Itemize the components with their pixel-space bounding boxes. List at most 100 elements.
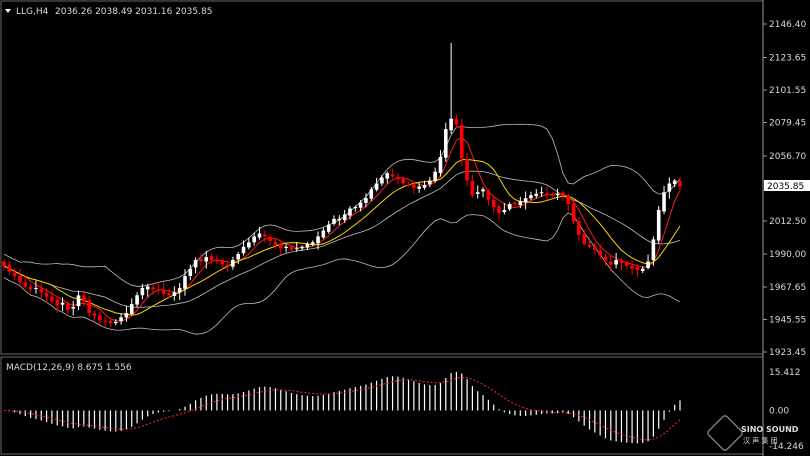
candle-body (348, 208, 352, 216)
candle-body (555, 193, 560, 196)
candle-body (161, 289, 166, 294)
candle-body (406, 184, 411, 186)
price-tick-label: 2012.50 (769, 217, 806, 227)
candle-body (428, 180, 432, 185)
candle-body (640, 268, 645, 271)
candle-body (433, 171, 437, 181)
candle-body (23, 282, 28, 287)
candle-body (672, 180, 677, 185)
macd-tick-label: 0.00 (769, 406, 789, 416)
candle-body (300, 246, 304, 249)
candle-body (481, 189, 485, 192)
macd-axis: 15.412 0.00 -14.246 (769, 368, 804, 452)
candle-body (667, 183, 672, 192)
macd-label: MACD(12,26,9) 8.675 1.556 (6, 363, 132, 373)
candle-body (523, 198, 528, 203)
price-tick-label: 2146.40 (769, 20, 806, 30)
candle-body (55, 299, 60, 306)
candle-body (193, 259, 198, 268)
candle-body (108, 321, 113, 324)
candle-body (443, 129, 448, 158)
candle-body (507, 204, 512, 210)
candle-body (140, 287, 145, 296)
candle-body (417, 186, 421, 189)
candle-body (401, 178, 406, 184)
watermark-sub: 汉 声 集 团 (743, 436, 778, 445)
ohlc-values: 2036.26 2038.49 2031.16 2035.85 (55, 7, 212, 17)
candle-body (305, 243, 310, 248)
candle-body (76, 295, 81, 307)
candle-body (247, 242, 251, 248)
candle-body (656, 209, 661, 241)
candle-body (422, 184, 427, 188)
candle-body (459, 124, 464, 159)
candle-body (342, 214, 347, 220)
candle-body (550, 194, 555, 196)
candle-body (87, 299, 91, 313)
candle-body (225, 264, 230, 266)
candle-body (624, 261, 629, 266)
candle-body (545, 193, 549, 195)
candle-body (34, 287, 38, 290)
logo-diamond-icon (707, 415, 743, 451)
candle-body (92, 313, 97, 316)
candle-body (252, 236, 256, 243)
bollinger-upper (3, 123, 681, 287)
price-tick-label: 1923.45 (769, 348, 806, 358)
candle-body (358, 202, 363, 208)
candle-body (534, 193, 539, 196)
candle-body (44, 292, 49, 297)
price-tick-label: 2123.65 (769, 53, 806, 63)
candle-body (571, 203, 576, 222)
price-tick-label: 2056.70 (769, 152, 806, 162)
candle-body (513, 202, 517, 205)
candle-body (609, 261, 613, 265)
price-axis: 2146.40 2123.65 2101.55 2079.45 2056.70 2012.… (763, 20, 806, 358)
sino-sound-watermark: SINO SOUND 汉 声 集 团 (707, 415, 799, 451)
price-tick-label: 2079.45 (769, 118, 806, 128)
symbol-label: LLG,H4 (16, 7, 49, 17)
candle-body (98, 315, 102, 321)
candle-body (278, 244, 283, 249)
candle-body (82, 295, 86, 302)
candle-body (310, 242, 315, 245)
candle-body (497, 206, 501, 213)
candle-body (236, 254, 241, 260)
candle-body (12, 273, 17, 277)
candle-body (561, 192, 565, 196)
candle-body (396, 177, 400, 180)
candle-body (566, 195, 571, 205)
candle-body (529, 195, 533, 199)
candle-body (220, 260, 225, 265)
candle-body (598, 251, 602, 256)
candle-body (449, 118, 453, 131)
candle-body (518, 201, 523, 206)
candle-body (337, 218, 342, 221)
candle-body (475, 192, 480, 194)
candle-body (39, 288, 44, 293)
candle-body (204, 257, 209, 262)
candle-body (124, 312, 129, 318)
bollinger-lower (3, 212, 681, 335)
candle-body (151, 287, 155, 290)
candle-body (263, 234, 267, 237)
candle-body (129, 304, 134, 315)
macd-signal-path (3, 376, 681, 441)
candle-body (188, 268, 193, 276)
candle-body (390, 174, 395, 177)
candle-body (2, 261, 6, 266)
candle-body (231, 259, 235, 267)
candle-body (454, 119, 459, 125)
candle-body (103, 320, 107, 322)
candle-body (50, 296, 54, 302)
candle-body (321, 230, 326, 238)
macd-histogram (8, 372, 681, 444)
candle-body (326, 224, 331, 232)
candle-body (183, 276, 187, 289)
candle-body (619, 260, 624, 263)
triangle-down-icon[interactable] (5, 9, 11, 13)
candle-body (369, 189, 374, 199)
candle-body (294, 248, 299, 250)
candle-body (209, 256, 214, 260)
